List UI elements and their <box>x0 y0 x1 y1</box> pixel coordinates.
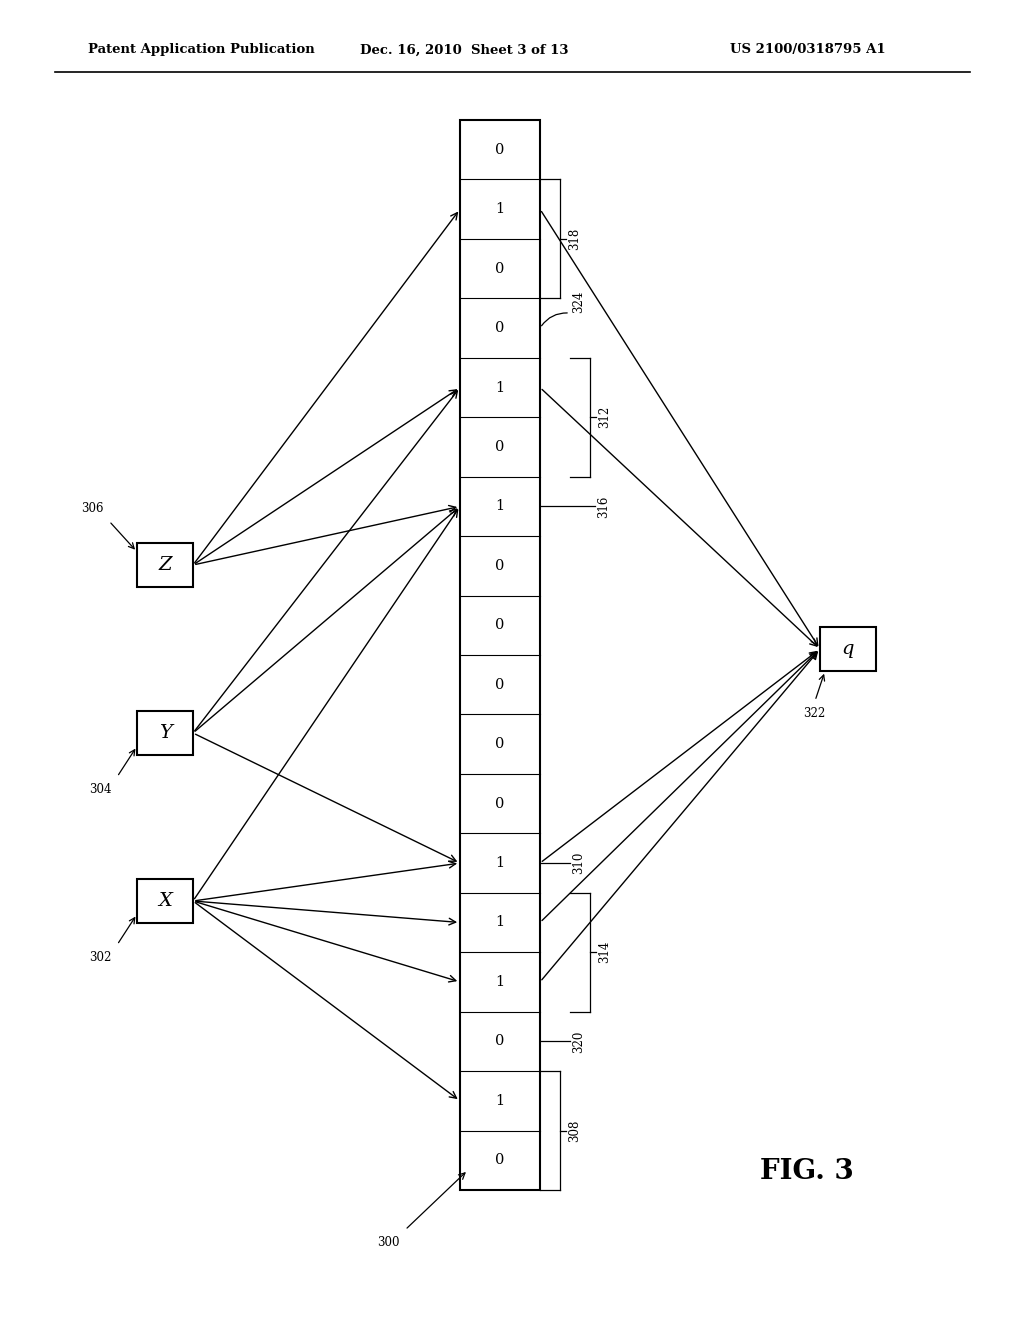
Text: q: q <box>842 640 854 657</box>
Text: US 2100/0318795 A1: US 2100/0318795 A1 <box>730 44 886 57</box>
Text: 1: 1 <box>496 857 505 870</box>
Text: 304: 304 <box>89 783 112 796</box>
Text: 0: 0 <box>496 440 505 454</box>
Text: Dec. 16, 2010  Sheet 3 of 13: Dec. 16, 2010 Sheet 3 of 13 <box>360 44 568 57</box>
Text: 0: 0 <box>496 143 505 157</box>
Text: 318: 318 <box>568 228 581 249</box>
Text: 1: 1 <box>496 916 505 929</box>
Text: 0: 0 <box>496 737 505 751</box>
Text: 1: 1 <box>496 202 505 216</box>
Text: 310: 310 <box>572 851 585 874</box>
Text: 300: 300 <box>378 1236 400 1249</box>
Text: 0: 0 <box>496 558 505 573</box>
Bar <box>137 543 193 587</box>
Text: FIG. 3: FIG. 3 <box>760 1158 854 1185</box>
Text: 308: 308 <box>568 1119 581 1142</box>
Bar <box>820 627 876 671</box>
Text: 1: 1 <box>496 975 505 989</box>
Text: 0: 0 <box>496 677 505 692</box>
Text: X: X <box>158 892 172 909</box>
Text: 324: 324 <box>572 290 585 313</box>
Text: 320: 320 <box>572 1030 585 1052</box>
Text: 0: 0 <box>496 261 505 276</box>
Text: 312: 312 <box>598 407 611 429</box>
Text: 0: 0 <box>496 321 505 335</box>
Text: 1: 1 <box>496 380 505 395</box>
Text: Patent Application Publication: Patent Application Publication <box>88 44 314 57</box>
Text: 1: 1 <box>496 1094 505 1107</box>
Text: 0: 0 <box>496 1035 505 1048</box>
Bar <box>137 879 193 923</box>
Text: 322: 322 <box>803 708 825 719</box>
Text: 0: 0 <box>496 1154 505 1167</box>
Text: 0: 0 <box>496 796 505 810</box>
Text: 1: 1 <box>496 499 505 513</box>
Text: 314: 314 <box>598 941 611 964</box>
Text: 316: 316 <box>597 495 610 517</box>
Bar <box>137 711 193 755</box>
Bar <box>460 120 540 1191</box>
Text: 302: 302 <box>90 950 112 964</box>
Text: 0: 0 <box>496 618 505 632</box>
Text: Y: Y <box>159 723 171 742</box>
Text: 306: 306 <box>82 502 104 515</box>
Text: Z: Z <box>159 556 172 574</box>
